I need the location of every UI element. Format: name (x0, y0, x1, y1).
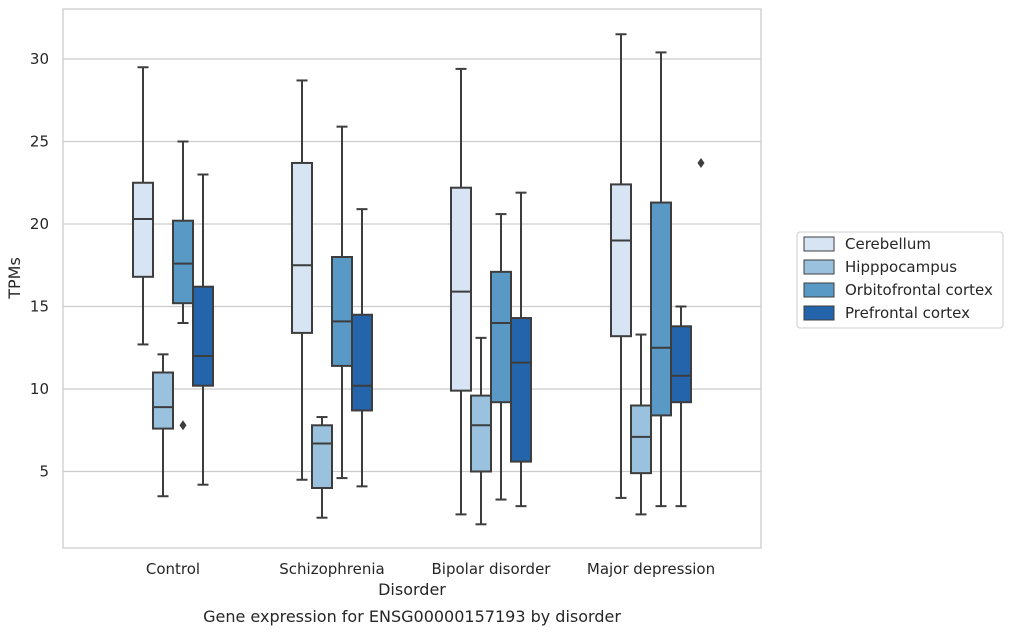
legend-label: Prefrontal cortex (845, 304, 970, 322)
box-0-1 (152, 270, 187, 498)
legend-label: Cerebellum (845, 235, 931, 253)
x-tick-label: Schizophrenia (279, 560, 384, 578)
box-1-0 (291, 79, 313, 481)
box-body (291, 161, 313, 334)
box-2-3 (510, 191, 532, 508)
x-axis-label: Disorder (378, 580, 446, 599)
box-body (450, 186, 472, 392)
y-tick-label: 5 (39, 463, 49, 481)
legend: Cerebellum Hipppocampus Orbitofrontal cort… (796, 231, 1004, 329)
legend-swatch (803, 259, 835, 275)
x-tick-label: Major depression (587, 560, 715, 578)
x-tick-label: Bipolar disorder (432, 560, 552, 578)
box-body (650, 201, 672, 417)
box-body (630, 404, 652, 475)
y-tick-label: 25 (30, 133, 49, 151)
box-2-0 (450, 67, 472, 516)
box-0-0 (132, 66, 154, 346)
legend-items: Cerebellum Hipppocampus Orbitofrontal cort… (803, 235, 993, 322)
y-axis-label: TPMs (5, 257, 24, 300)
y-tick-label: 15 (30, 298, 49, 316)
box-body (510, 317, 532, 463)
y-tick-label: 30 (30, 50, 49, 68)
y-tick-labels: 5 10 15 20 25 30 (30, 50, 49, 481)
box-2-2 (490, 213, 512, 501)
box-body (351, 313, 373, 412)
legend-swatch (803, 236, 835, 252)
legend-item: Hipppocampus (803, 258, 957, 276)
legend-item: Orbitofrontal cortex (803, 281, 993, 299)
y-tick-label: 20 (30, 215, 49, 233)
legend-swatch (803, 282, 835, 298)
y-tick-label: 10 (30, 380, 49, 398)
legend-item: Cerebellum (803, 235, 931, 253)
box-3-1 (630, 333, 652, 516)
x-tick-labels: Control Schizophrenia Bipolar disorder Majo… (146, 560, 715, 578)
box-3-2 (650, 51, 672, 508)
box-body (311, 424, 333, 489)
box-body (152, 371, 174, 430)
legend-label: Orbitofrontal cortex (845, 281, 993, 299)
legend-frame (796, 231, 1004, 329)
legend-label: Hipppocampus (845, 258, 957, 276)
box-body (192, 285, 214, 387)
box-1-2 (331, 125, 353, 480)
box-body (172, 219, 194, 305)
box-0-3 (192, 173, 214, 486)
legend-swatch (803, 305, 835, 321)
outlier-point (697, 157, 705, 168)
box-3-0 (610, 33, 632, 499)
box-2-1 (470, 336, 492, 526)
plot-frame (62, 8, 762, 549)
box-body (610, 183, 632, 338)
chart-caption: Gene expression for ENSG00000157193 by d… (203, 607, 621, 626)
box-0-2 (172, 140, 194, 324)
box-1-3 (351, 208, 373, 488)
box-3-3 (670, 157, 705, 508)
box-body (470, 394, 492, 473)
box-body (490, 270, 512, 404)
box-body (132, 181, 154, 278)
box-groups (132, 33, 705, 526)
x-tick-label: Control (146, 560, 200, 578)
box-body (331, 256, 353, 367)
box-body (670, 325, 692, 404)
outlier-point (179, 420, 187, 431)
legend-item: Prefrontal cortex (803, 304, 970, 322)
